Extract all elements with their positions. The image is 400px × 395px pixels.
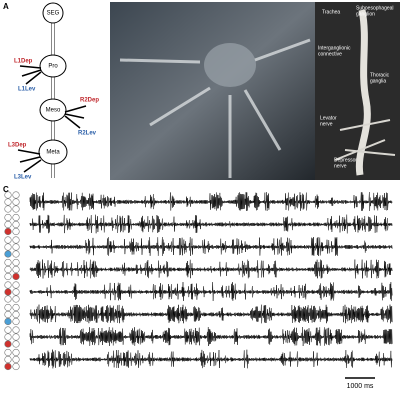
nerves [17, 65, 87, 173]
panel-label: A [3, 2, 9, 11]
leg-indicator [4, 205, 12, 213]
annotation: Depressor [334, 157, 357, 163]
leg-indicator [4, 295, 12, 303]
leg-indicator [4, 333, 12, 341]
annotation: Interganglionic [318, 45, 351, 51]
leg-indicator [12, 250, 20, 258]
panel-c: C 1000 ms [3, 185, 393, 390]
scale-bar-label: 1000 ms [347, 383, 374, 390]
leg-indicator [4, 317, 12, 326]
leg-indicator [12, 198, 20, 206]
dish [204, 43, 256, 87]
annotation: ganglia [370, 78, 386, 84]
leg-indicator [12, 326, 20, 334]
leg-indicator [4, 227, 12, 236]
leg-indicator [4, 355, 12, 364]
leg-indicator [4, 198, 12, 206]
nerve-label: L1Dep [14, 59, 33, 65]
leg-indicator [4, 288, 12, 296]
leg-indicator [12, 348, 20, 357]
trace [29, 349, 393, 369]
nerve-label: L3Lev [14, 175, 32, 181]
ganglion [39, 54, 67, 78]
trace [29, 326, 393, 347]
photo-setup [110, 2, 315, 180]
annotation: Suboesophageal [356, 5, 394, 11]
leg-indicator [4, 362, 12, 371]
ganglion [38, 139, 68, 165]
panel-a: A SEG Pro Meso Meta L1Dep L1Lev R2Dep R2… [3, 2, 99, 180]
leg-indicator [4, 326, 12, 334]
leg-indicator [12, 288, 20, 296]
leg-indicator [12, 317, 20, 326]
annotation: Thoracic [370, 72, 390, 78]
leg-indicator [4, 243, 12, 251]
annotation: ganglion [356, 11, 375, 17]
leg-indicator [12, 220, 20, 229]
panel-label: C [3, 185, 9, 194]
annotation: Levator [320, 115, 337, 121]
trace [29, 192, 393, 211]
nerve-label: L3Dep [8, 143, 27, 149]
leg-indicator [12, 243, 20, 251]
panel-b: B TracheaSuboesophagealganglionIntergang… [110, 2, 400, 180]
leg-indicator [12, 265, 20, 274]
node-label: Pro [48, 64, 58, 70]
leg-indicator [4, 272, 12, 281]
leg-indicator [12, 295, 20, 303]
node-label: Meso [46, 108, 61, 114]
annotation: connective [318, 51, 342, 57]
electrodes [119, 38, 311, 178]
leg-indicator [4, 258, 12, 267]
leg-indicator [4, 348, 12, 357]
leg-indicator [12, 191, 20, 199]
node-label: SEG [47, 11, 60, 17]
leg-indicator [12, 258, 20, 267]
leg-indicator [12, 355, 20, 364]
nerves-photo [334, 119, 396, 161]
leg-indicator [12, 227, 20, 236]
nerve-label: L1Lev [18, 87, 36, 93]
leg-indicator [12, 340, 20, 348]
ganglia-specimen [355, 9, 371, 176]
ganglion [39, 98, 67, 122]
annotation: nerve [320, 121, 333, 127]
leg-indicator [4, 340, 12, 348]
leg-indicator [4, 220, 12, 229]
leg-indicator [12, 362, 20, 371]
trace [29, 214, 393, 234]
leg-indicator [4, 250, 12, 258]
leg-indicator [12, 205, 20, 213]
node-label: Meta [46, 150, 60, 156]
leg-indicator [4, 213, 12, 222]
annotation: Trachea [322, 9, 340, 15]
leg-indicator [4, 191, 12, 199]
leg-indicator [4, 265, 12, 274]
leg-indicator [12, 333, 20, 341]
leg-indicator [12, 213, 20, 222]
leg-indicator [12, 303, 20, 312]
nerve-label: R2Dep [80, 98, 99, 104]
leg-indicator [12, 281, 20, 289]
leg-indicator [4, 310, 12, 319]
ganglion [42, 2, 64, 24]
trace [29, 304, 393, 324]
leg-indicator [12, 310, 20, 319]
leg-indicator [12, 272, 20, 281]
trace [29, 236, 393, 257]
leg-indicator [12, 236, 20, 244]
annotation: nerve [334, 163, 347, 169]
leg-indicator [4, 281, 12, 289]
trace [29, 259, 393, 279]
leg-indicator [4, 236, 12, 244]
trace [29, 282, 393, 301]
nerve-label: R2Lev [78, 131, 97, 137]
leg-indicator [4, 303, 12, 312]
